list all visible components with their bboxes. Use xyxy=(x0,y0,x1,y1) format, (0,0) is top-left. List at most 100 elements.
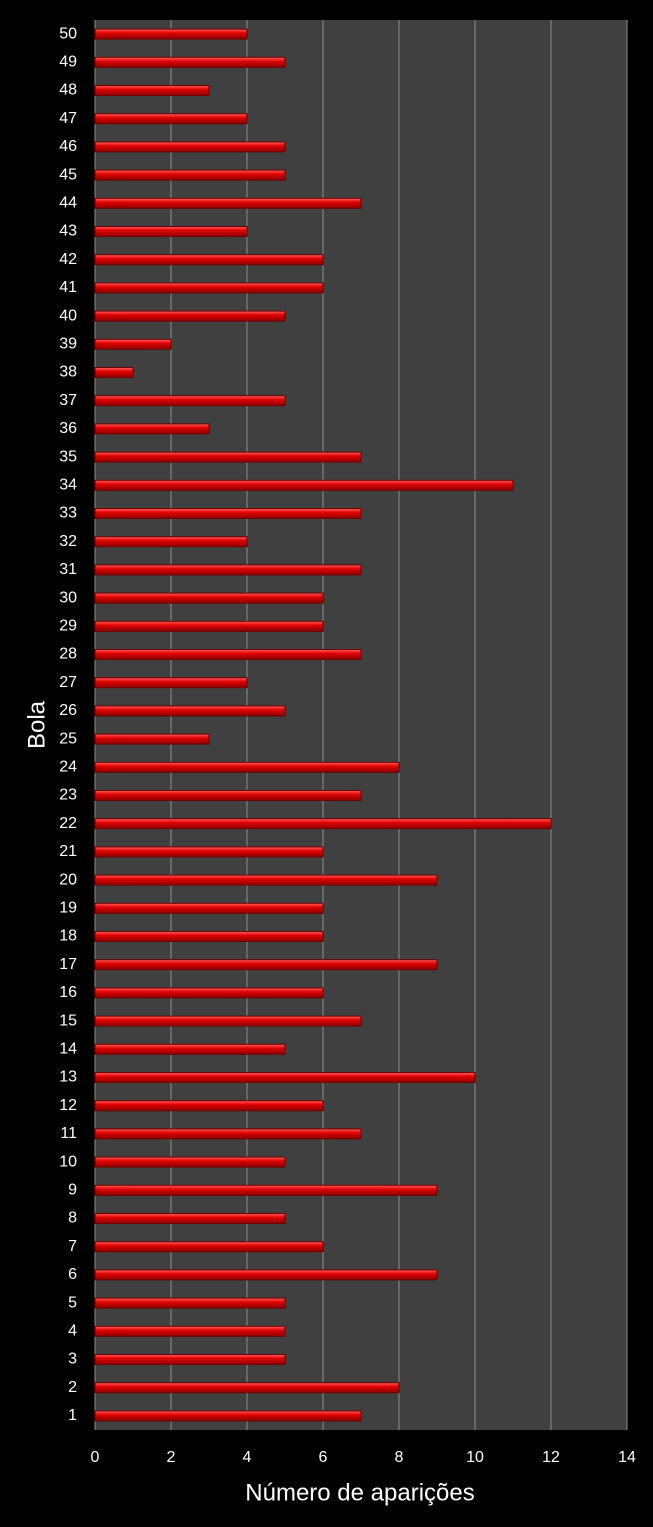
y-tick-label: 29 xyxy=(59,618,77,635)
y-tick-label: 36 xyxy=(59,420,77,437)
y-tick-label: 13 xyxy=(59,1069,77,1086)
bar xyxy=(94,28,248,40)
bar xyxy=(94,254,324,266)
bar xyxy=(94,1213,286,1224)
y-tick-label: 45 xyxy=(59,166,77,183)
bar xyxy=(94,1297,286,1309)
bar xyxy=(94,85,210,96)
y-tick-label: 19 xyxy=(59,900,77,917)
x-tick-label: 10 xyxy=(466,1449,484,1466)
x-tick-label: 0 xyxy=(91,1449,100,1466)
y-tick-label: 17 xyxy=(59,956,77,973)
y-tick-label: 37 xyxy=(59,392,77,409)
bar xyxy=(94,508,362,519)
x-tick-label: 12 xyxy=(542,1449,560,1466)
y-tick-label: 38 xyxy=(59,364,77,381)
y-tick-label: 1 xyxy=(68,1407,77,1424)
bar xyxy=(94,1100,324,1112)
y-tick-label: 9 xyxy=(68,1182,77,1199)
x-axis-title: Número de aparições xyxy=(245,1479,474,1506)
y-tick-label: 32 xyxy=(59,533,77,550)
bar xyxy=(94,1325,286,1337)
y-tick-label: 21 xyxy=(59,843,77,860)
y-tick-label: 33 xyxy=(59,505,77,522)
y-tick-label: 10 xyxy=(59,1153,77,1170)
bar xyxy=(94,423,210,435)
x-tick-label: 8 xyxy=(395,1449,404,1466)
bar xyxy=(94,1156,286,1168)
bar xyxy=(94,1269,438,1281)
bar xyxy=(94,959,438,971)
y-tick-label: 4 xyxy=(68,1323,77,1340)
bar xyxy=(94,1354,286,1365)
bar xyxy=(94,367,134,378)
bar xyxy=(94,226,248,237)
bar xyxy=(94,282,324,294)
bar xyxy=(94,620,324,632)
bar xyxy=(94,141,286,153)
bar xyxy=(94,1072,476,1083)
y-tick-label: 26 xyxy=(59,702,77,719)
bar xyxy=(94,761,400,773)
bar xyxy=(94,705,286,717)
bar xyxy=(94,169,286,181)
x-tick-label: 2 xyxy=(167,1449,176,1466)
bar xyxy=(94,818,552,830)
y-tick-label: 12 xyxy=(59,1097,77,1114)
x-tick-label: 4 xyxy=(243,1449,252,1466)
bar xyxy=(94,395,286,407)
y-tick-label: 43 xyxy=(59,223,77,240)
y-tick-label: 46 xyxy=(59,138,77,155)
y-tick-label: 18 xyxy=(59,928,77,945)
y-tick-label: 41 xyxy=(59,279,77,296)
x-tick-label: 14 xyxy=(618,1449,636,1466)
bar xyxy=(94,1382,400,1394)
bar xyxy=(94,1184,438,1196)
y-tick-label: 5 xyxy=(68,1294,77,1311)
bar xyxy=(94,479,514,491)
y-tick-label: 48 xyxy=(59,82,77,99)
bar xyxy=(94,536,248,548)
bar xyxy=(94,846,324,858)
y-tick-label: 23 xyxy=(59,787,77,804)
y-tick-label: 35 xyxy=(59,448,77,465)
bar xyxy=(94,113,248,125)
bar xyxy=(94,1410,362,1422)
y-tick-label: 30 xyxy=(59,589,77,606)
bar xyxy=(94,197,362,209)
y-tick-label: 44 xyxy=(59,195,77,212)
y-tick-label: 49 xyxy=(59,54,77,71)
y-tick-label: 31 xyxy=(59,561,77,578)
y-tick-label: 8 xyxy=(68,1210,77,1227)
bar xyxy=(94,733,210,745)
bar xyxy=(94,338,172,350)
bar xyxy=(94,874,438,886)
y-tick-label: 24 xyxy=(59,759,77,776)
bar xyxy=(94,790,362,801)
bar xyxy=(94,56,286,68)
y-tick-label: 14 xyxy=(59,1041,77,1058)
bar xyxy=(94,931,324,942)
y-tick-label: 11 xyxy=(60,1125,77,1142)
y-tick-label: 47 xyxy=(59,110,77,127)
bar xyxy=(94,1015,362,1027)
y-tick-label: 27 xyxy=(59,674,77,691)
y-tick-label: 16 xyxy=(59,984,77,1001)
y-tick-label: 39 xyxy=(59,336,77,353)
y-tick-label: 22 xyxy=(59,815,77,832)
y-tick-label: 42 xyxy=(59,251,77,268)
y-tick-label: 25 xyxy=(59,730,77,747)
bar xyxy=(94,1241,324,1253)
bar xyxy=(94,1128,362,1140)
y-tick-label: 3 xyxy=(68,1351,77,1368)
bar xyxy=(94,451,362,463)
y-tick-label: 15 xyxy=(59,1012,77,1029)
bar xyxy=(94,987,324,999)
y-tick-label: 40 xyxy=(59,307,77,324)
x-tick-label: 6 xyxy=(319,1449,328,1466)
y-tick-label: 20 xyxy=(59,871,77,888)
bar xyxy=(94,902,324,914)
y-tick-label: 6 xyxy=(68,1266,77,1283)
y-tick-label: 50 xyxy=(59,25,77,42)
bar xyxy=(94,564,362,576)
